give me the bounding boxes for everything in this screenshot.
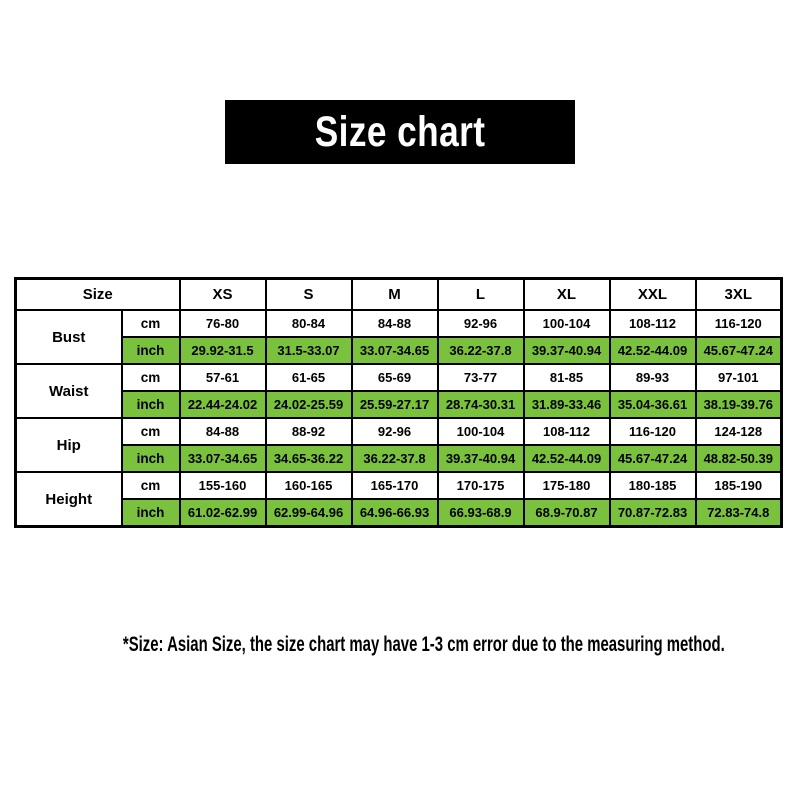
value-cell: 185-190 bbox=[694, 471, 783, 500]
size-col-header-xl: XL bbox=[522, 277, 611, 311]
value-cell: 180-185 bbox=[608, 471, 697, 500]
value-cell: 61-65 bbox=[264, 363, 353, 392]
value-cell: 68.9-70.87 bbox=[522, 498, 611, 528]
footnote: *Size: Asian Size, the size chart may ha… bbox=[0, 633, 800, 657]
measurement-label-bust: Bust bbox=[14, 309, 123, 365]
table-row: inch 33.07-34.65 34.65-36.22 36.22-37.8 … bbox=[16, 444, 783, 473]
value-cell: 36.22-37.8 bbox=[436, 336, 525, 365]
unit-cell: inch bbox=[120, 498, 181, 528]
value-cell: 42.52-44.09 bbox=[522, 444, 611, 473]
unit-cell: inch bbox=[120, 336, 181, 365]
value-cell: 100-104 bbox=[522, 309, 611, 338]
value-cell: 33.07-34.65 bbox=[350, 336, 439, 365]
table-row: inch 61.02-62.99 62.99-64.96 64.96-66.93… bbox=[16, 498, 783, 528]
size-table: Size XS S M L XL XXL 3XL Bust cm 76-80 8… bbox=[14, 277, 784, 528]
value-cell: 64.96-66.93 bbox=[350, 498, 439, 528]
value-cell: 84-88 bbox=[178, 417, 267, 446]
value-cell: 45.67-47.24 bbox=[608, 444, 697, 473]
value-cell: 39.37-40.94 bbox=[522, 336, 611, 365]
measurement-label-height: Height bbox=[14, 471, 123, 528]
value-cell: 81-85 bbox=[522, 363, 611, 392]
value-cell: 70.87-72.83 bbox=[608, 498, 697, 528]
value-cell: 38.19-39.76 bbox=[694, 390, 783, 419]
value-cell: 39.37-40.94 bbox=[436, 444, 525, 473]
measurement-label-hip: Hip bbox=[14, 417, 123, 473]
value-cell: 155-160 bbox=[178, 471, 267, 500]
unit-cell: cm bbox=[120, 363, 181, 392]
unit-cell: inch bbox=[120, 390, 181, 419]
value-cell: 42.52-44.09 bbox=[608, 336, 697, 365]
size-col-header-s: S bbox=[264, 277, 353, 311]
value-cell: 73-77 bbox=[436, 363, 525, 392]
table-row: inch 22.44-24.02 24.02-25.59 25.59-27.17… bbox=[16, 390, 783, 419]
measurement-label-waist: Waist bbox=[14, 363, 123, 419]
value-cell: 34.65-36.22 bbox=[264, 444, 353, 473]
value-cell: 116-120 bbox=[608, 417, 697, 446]
value-cell: 170-175 bbox=[436, 471, 525, 500]
value-cell: 22.44-24.02 bbox=[178, 390, 267, 419]
table-row: Waist cm 57-61 61-65 65-69 73-77 81-85 8… bbox=[14, 363, 783, 419]
value-cell: 116-120 bbox=[694, 309, 783, 338]
value-cell: 31.89-33.46 bbox=[522, 390, 611, 419]
value-cell: 66.93-68.9 bbox=[436, 498, 525, 528]
value-cell: 65-69 bbox=[350, 363, 439, 392]
value-cell: 24.02-25.59 bbox=[264, 390, 353, 419]
unit-cell: cm bbox=[120, 417, 181, 446]
value-cell: 108-112 bbox=[608, 309, 697, 338]
value-cell: 84-88 bbox=[350, 309, 439, 338]
size-col-header-3xl: 3XL bbox=[694, 277, 783, 311]
value-cell: 29.92-31.5 bbox=[178, 336, 267, 365]
value-cell: 62.99-64.96 bbox=[264, 498, 353, 528]
value-cell: 31.5-33.07 bbox=[264, 336, 353, 365]
unit-cell: cm bbox=[120, 471, 181, 500]
header-row: Size XS S M L XL XXL 3XL bbox=[14, 277, 783, 311]
value-cell: 25.59-27.17 bbox=[350, 390, 439, 419]
value-cell: 100-104 bbox=[436, 417, 525, 446]
size-col-header-xs: XS bbox=[178, 277, 267, 311]
value-cell: 61.02-62.99 bbox=[178, 498, 267, 528]
title-banner: Size chart bbox=[225, 100, 575, 164]
value-cell: 97-101 bbox=[694, 363, 783, 392]
value-cell: 108-112 bbox=[522, 417, 611, 446]
corner-header: Size bbox=[14, 277, 181, 311]
size-col-header-m: M bbox=[350, 277, 439, 311]
value-cell: 28.74-30.31 bbox=[436, 390, 525, 419]
value-cell: 35.04-36.61 bbox=[608, 390, 697, 419]
value-cell: 160-165 bbox=[264, 471, 353, 500]
unit-cell: cm bbox=[120, 309, 181, 338]
value-cell: 124-128 bbox=[694, 417, 783, 446]
value-cell: 175-180 bbox=[522, 471, 611, 500]
value-cell: 36.22-37.8 bbox=[350, 444, 439, 473]
value-cell: 80-84 bbox=[264, 309, 353, 338]
value-cell: 92-96 bbox=[436, 309, 525, 338]
size-col-header-l: L bbox=[436, 277, 525, 311]
value-cell: 48.82-50.39 bbox=[694, 444, 783, 473]
size-col-header-xxl: XXL bbox=[608, 277, 697, 311]
table-row: inch 29.92-31.5 31.5-33.07 33.07-34.65 3… bbox=[16, 336, 783, 365]
value-cell: 88-92 bbox=[264, 417, 353, 446]
value-cell: 45.67-47.24 bbox=[694, 336, 783, 365]
value-cell: 72.83-74.8 bbox=[694, 498, 783, 528]
value-cell: 165-170 bbox=[350, 471, 439, 500]
value-cell: 76-80 bbox=[178, 309, 267, 338]
unit-cell: inch bbox=[120, 444, 181, 473]
value-cell: 57-61 bbox=[178, 363, 267, 392]
table-row: Height cm 155-160 160-165 165-170 170-17… bbox=[14, 471, 783, 528]
table-row: Bust cm 76-80 80-84 84-88 92-96 100-104 … bbox=[14, 309, 783, 365]
table-row: Hip cm 84-88 88-92 92-96 100-104 108-112… bbox=[14, 417, 783, 473]
value-cell: 89-93 bbox=[608, 363, 697, 392]
footnote-text: *Size: Asian Size, the size chart may ha… bbox=[122, 633, 725, 656]
value-cell: 33.07-34.65 bbox=[178, 444, 267, 473]
value-cell: 92-96 bbox=[350, 417, 439, 446]
page-title: Size chart bbox=[314, 107, 486, 156]
